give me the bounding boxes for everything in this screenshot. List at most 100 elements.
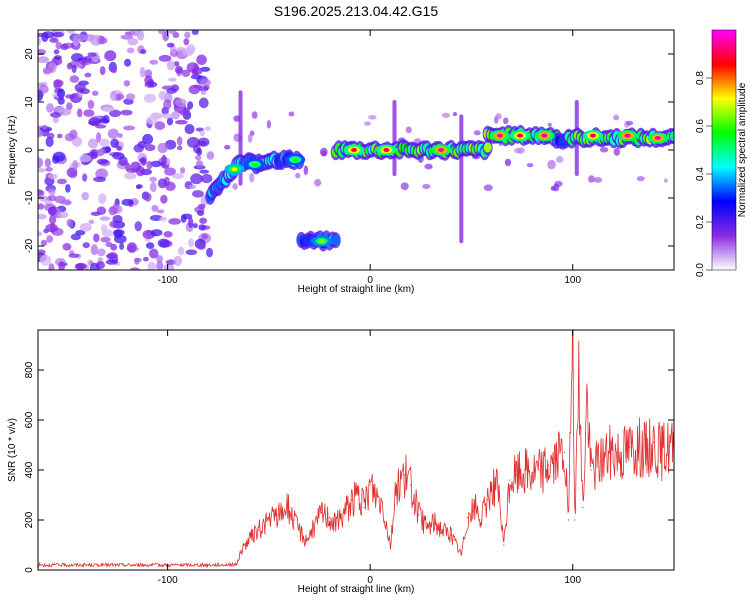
heatmap-y-tick-label: 0 <box>24 147 35 153</box>
faint-blob <box>400 182 409 191</box>
noise-blob <box>168 218 181 225</box>
segment-cell <box>670 131 674 142</box>
faint-blob <box>247 133 253 143</box>
snr-point <box>404 474 406 476</box>
noise-blob <box>195 154 202 161</box>
faint-blob <box>513 147 522 154</box>
snr-point <box>596 461 598 464</box>
noise-blob <box>179 110 190 117</box>
noise-blob <box>112 152 125 160</box>
faint-blob <box>441 112 451 118</box>
noise-blob <box>96 248 106 257</box>
snr-point <box>460 554 462 556</box>
faint-blob <box>552 183 560 192</box>
noise-blob <box>53 79 62 90</box>
noise-blob <box>201 233 208 240</box>
noise-blob <box>100 236 111 243</box>
noise-blob <box>135 165 145 177</box>
noise-blob <box>66 62 73 70</box>
noise-blob <box>84 72 92 78</box>
noise-blob <box>89 34 103 46</box>
noise-blob <box>38 231 43 237</box>
noise-blob <box>126 47 135 54</box>
noise-blob <box>45 223 59 233</box>
noise-blob <box>134 221 142 232</box>
heatmap-x-tick-label: 100 <box>564 275 581 286</box>
noise-blob <box>166 42 175 48</box>
noise-blob <box>87 259 93 266</box>
noise-blob <box>120 109 133 116</box>
noise-blob <box>175 119 188 125</box>
noise-blob <box>156 255 164 263</box>
noise-blob <box>99 66 106 76</box>
noise-blob <box>113 229 125 236</box>
heatmap-x-axis-title: Height of straight line (km) <box>298 284 415 295</box>
noise-blob <box>144 192 152 202</box>
snr-point <box>497 486 499 489</box>
snr-point <box>645 449 647 451</box>
peak-core <box>438 148 445 152</box>
snr-point <box>474 506 477 509</box>
colorbar <box>711 29 737 271</box>
noise-blob <box>79 58 92 66</box>
peak-core <box>318 239 325 244</box>
noise-blob <box>197 137 210 147</box>
noise-blob <box>159 216 168 222</box>
peak-core <box>231 167 238 172</box>
noise-blob <box>123 125 136 131</box>
snr-point <box>523 469 525 471</box>
noise-blob <box>204 126 211 131</box>
snr-point <box>298 529 300 531</box>
noise-blob <box>98 193 107 204</box>
snr-point <box>207 564 209 566</box>
snr-x-tick-label: -100 <box>158 575 178 586</box>
noise-blob <box>105 253 118 259</box>
noise-blob <box>174 65 184 74</box>
snr-point <box>351 499 353 501</box>
segment-cell <box>331 235 340 246</box>
snr-point <box>612 449 614 451</box>
snr-point <box>258 529 260 531</box>
noise-blob <box>145 242 155 250</box>
faint-blob <box>547 159 556 170</box>
snr-point <box>620 451 622 454</box>
faint-blob <box>232 183 238 190</box>
noise-blob <box>71 53 84 62</box>
noise-blob <box>186 137 200 148</box>
noise-blob <box>72 160 79 170</box>
snr-point <box>503 544 505 546</box>
faint-blob <box>636 175 645 182</box>
snr-point <box>628 446 631 449</box>
noise-blob <box>179 167 186 174</box>
noise-blob <box>150 160 162 168</box>
noise-blob <box>198 97 209 109</box>
noise-blob <box>47 173 58 180</box>
noise-blob <box>149 59 159 65</box>
noise-blob <box>143 93 157 103</box>
noise-blob <box>119 242 125 250</box>
noise-blob <box>176 145 183 151</box>
noise-blob <box>200 90 207 96</box>
peak-core <box>251 162 258 167</box>
noise-blob <box>125 93 136 101</box>
peak-core <box>496 133 503 138</box>
snr-x-tick-label: 0 <box>367 575 373 586</box>
noise-blob <box>71 64 77 74</box>
noise-blob <box>191 190 204 198</box>
snr-point <box>235 563 238 566</box>
snr-x-tick-label: 100 <box>564 575 581 586</box>
faint-blob <box>251 111 258 119</box>
noise-blob <box>38 36 42 46</box>
noise-blob <box>161 113 172 119</box>
noise-blob <box>154 121 166 130</box>
noise-blob <box>95 132 102 143</box>
colorbar-tick-label: 0.6 <box>695 119 706 133</box>
noise-blob <box>177 246 185 256</box>
colorbar-tick-label: 0.2 <box>695 215 706 229</box>
faint-blob <box>206 151 215 160</box>
heatmap-y-tick-label: -10 <box>24 190 35 205</box>
snr-point <box>395 484 398 486</box>
noise-blob <box>42 66 54 74</box>
faint-blob <box>321 150 327 156</box>
